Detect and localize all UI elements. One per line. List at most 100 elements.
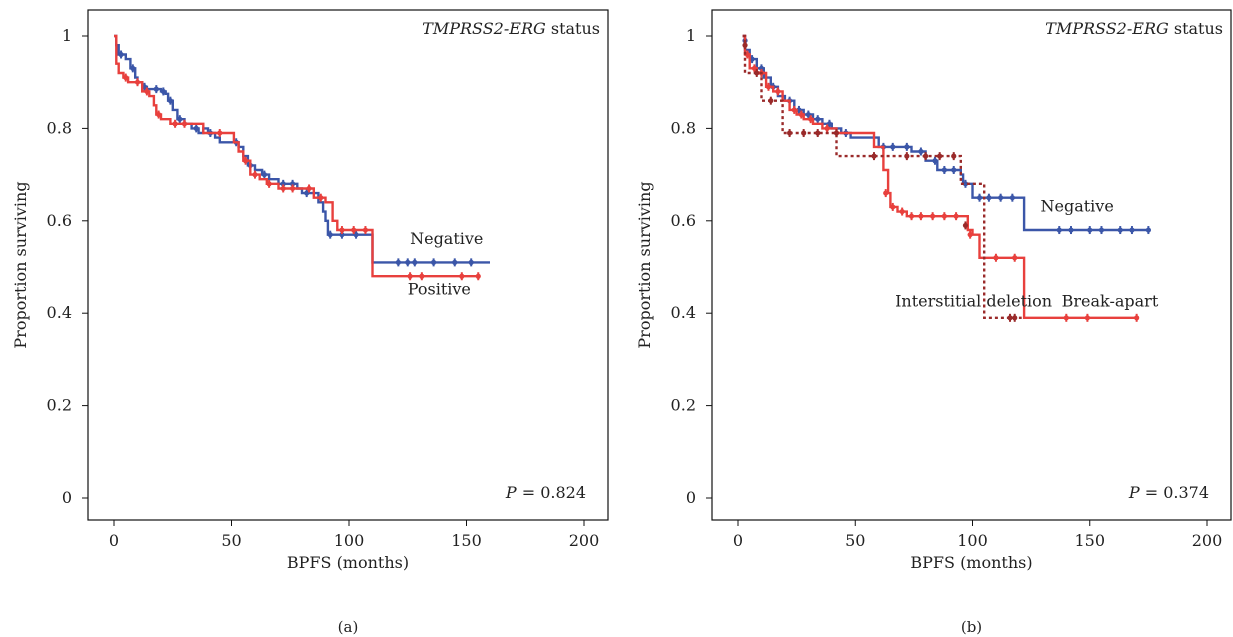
censor-dot bbox=[280, 181, 286, 187]
censor-dot bbox=[362, 227, 369, 233]
censor-dot bbox=[758, 65, 765, 71]
y-tick-label: 0.4 bbox=[47, 303, 72, 322]
censor-dot bbox=[419, 273, 425, 279]
censor-dot bbox=[791, 107, 797, 113]
censor-dot bbox=[941, 167, 947, 173]
censor-dot bbox=[1084, 315, 1091, 321]
censor-dot bbox=[1009, 195, 1015, 201]
y-tick-label: 0.8 bbox=[47, 118, 72, 137]
censor-dot bbox=[412, 259, 418, 265]
series-annotation: Interstitial deletion bbox=[895, 291, 1052, 310]
panel-caption: (a) bbox=[338, 618, 359, 636]
censor-dot bbox=[751, 65, 758, 71]
censor-dot bbox=[951, 167, 957, 173]
x-tick-label: 100 bbox=[957, 531, 988, 550]
censor-dot bbox=[172, 121, 178, 127]
censor-dot bbox=[890, 144, 896, 150]
censor-dot bbox=[266, 181, 272, 187]
censor-dot bbox=[1134, 315, 1140, 321]
censor-dot bbox=[1056, 227, 1062, 233]
censor-dot bbox=[815, 130, 821, 136]
censor-dot bbox=[144, 88, 150, 95]
censor-dot bbox=[156, 111, 162, 118]
censor-dot bbox=[768, 98, 774, 104]
censor-dot bbox=[217, 130, 223, 136]
p-number: = 0.824 bbox=[517, 483, 586, 502]
chart-panel-1: 0 50 100 150 200 0 0.2 0.4 0.6 0.8 1 BPFS (months) P… bbox=[11, 9, 609, 636]
censor-dot bbox=[808, 116, 814, 122]
censor-dot bbox=[962, 181, 969, 187]
x-tick-label: 200 bbox=[1192, 531, 1223, 550]
censor-dot bbox=[318, 195, 324, 201]
censor-dot bbox=[118, 51, 124, 58]
x-tick-label: 150 bbox=[451, 531, 482, 550]
censor-dot bbox=[967, 232, 973, 238]
censor-dot bbox=[904, 144, 910, 150]
censor-dot bbox=[1012, 255, 1018, 261]
y-tick-label: 0.6 bbox=[671, 211, 696, 230]
censor-dot bbox=[908, 213, 915, 219]
censor-dot bbox=[742, 42, 748, 48]
title-rest: status bbox=[546, 19, 600, 38]
title-gene: TMPRSS2-ERG bbox=[1045, 19, 1169, 38]
x-tick-label: 200 bbox=[569, 531, 600, 550]
censor-dot bbox=[993, 255, 999, 261]
censor-dot bbox=[932, 158, 938, 164]
censor-dot bbox=[130, 65, 136, 71]
x-axis-label: BPFS (months) bbox=[910, 553, 1032, 572]
censor-dot bbox=[941, 213, 947, 219]
censor-dot bbox=[1063, 315, 1069, 321]
y-tick-label: 1 bbox=[62, 26, 72, 45]
x-tick-label: 150 bbox=[1074, 531, 1105, 550]
plot-frame bbox=[87, 9, 609, 521]
censor-dot bbox=[775, 88, 781, 95]
censor-dot bbox=[1087, 227, 1093, 233]
x-tick-label: 100 bbox=[334, 531, 365, 550]
censor-dot bbox=[160, 88, 166, 95]
censor-dot bbox=[351, 227, 357, 233]
censor-dot bbox=[353, 232, 359, 238]
chart-title: TMPRSS2-ERG status bbox=[422, 19, 600, 38]
series-annotation: Negative bbox=[410, 229, 483, 248]
censor-dot bbox=[1145, 227, 1151, 233]
y-tick-label: 0.6 bbox=[47, 211, 72, 230]
series-annotation: Negative bbox=[1041, 197, 1114, 216]
censor-dot bbox=[1129, 227, 1135, 233]
series-positive bbox=[114, 34, 481, 281]
censor-dot bbox=[304, 190, 310, 196]
censor-dot bbox=[475, 273, 481, 279]
censor-dot bbox=[261, 172, 267, 178]
censor-dot bbox=[459, 273, 465, 279]
censor-dot bbox=[134, 79, 141, 85]
censor-dot bbox=[280, 185, 286, 192]
y-tick-label: 0.8 bbox=[671, 118, 696, 137]
censor-dot bbox=[339, 227, 345, 233]
censor-dot bbox=[951, 153, 957, 159]
censor-dot bbox=[252, 172, 258, 178]
series-interstitial-deletion bbox=[742, 34, 1022, 322]
p-value: P = 0.374 bbox=[1128, 483, 1209, 502]
censor-dot bbox=[890, 204, 896, 210]
y-tick-label: 0.4 bbox=[671, 303, 696, 322]
censor-dot bbox=[468, 259, 474, 265]
censor-dot bbox=[871, 153, 877, 159]
title-gene: TMPRSS2-ERG bbox=[422, 19, 546, 38]
censor-dot bbox=[930, 213, 936, 219]
censor-dot bbox=[290, 181, 296, 187]
series-annotation: Break-apart bbox=[1062, 291, 1159, 310]
y-axis-label: Proportion surviving bbox=[11, 181, 30, 348]
censor-dot bbox=[805, 111, 811, 118]
censor-dot bbox=[904, 153, 910, 159]
x-tick-label: 0 bbox=[109, 531, 119, 550]
x-tick-label: 50 bbox=[221, 531, 241, 550]
censor-dot bbox=[1012, 315, 1018, 321]
censor-dot bbox=[899, 208, 905, 215]
censor-dot bbox=[1007, 315, 1013, 321]
censor-dot bbox=[824, 125, 830, 131]
censor-dot bbox=[998, 195, 1004, 201]
censor-dot bbox=[786, 130, 793, 136]
censor-dot bbox=[883, 190, 889, 196]
y-tick-label: 0.2 bbox=[671, 396, 696, 415]
